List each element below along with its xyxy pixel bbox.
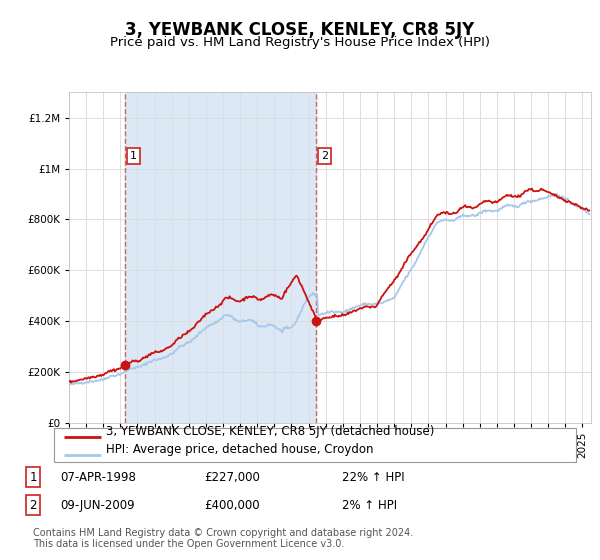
Text: 09-JUN-2009: 09-JUN-2009 bbox=[60, 498, 134, 512]
Text: 2: 2 bbox=[29, 498, 37, 512]
Text: £227,000: £227,000 bbox=[204, 470, 260, 484]
Text: 1: 1 bbox=[130, 151, 137, 161]
FancyBboxPatch shape bbox=[54, 428, 576, 462]
Text: Contains HM Land Registry data © Crown copyright and database right 2024.
This d: Contains HM Land Registry data © Crown c… bbox=[33, 528, 413, 549]
Text: HPI: Average price, detached house, Croydon: HPI: Average price, detached house, Croy… bbox=[106, 442, 374, 456]
Text: £400,000: £400,000 bbox=[204, 498, 260, 512]
Text: 22% ↑ HPI: 22% ↑ HPI bbox=[342, 470, 404, 484]
Text: 07-APR-1998: 07-APR-1998 bbox=[60, 470, 136, 484]
Text: 3, YEWBANK CLOSE, KENLEY, CR8 5JY (detached house): 3, YEWBANK CLOSE, KENLEY, CR8 5JY (detac… bbox=[106, 425, 434, 438]
Text: 2% ↑ HPI: 2% ↑ HPI bbox=[342, 498, 397, 512]
Text: 2: 2 bbox=[321, 151, 328, 161]
Bar bbox=[125, 92, 316, 423]
Text: 3, YEWBANK CLOSE, KENLEY, CR8 5JY: 3, YEWBANK CLOSE, KENLEY, CR8 5JY bbox=[125, 21, 475, 39]
Text: Price paid vs. HM Land Registry's House Price Index (HPI): Price paid vs. HM Land Registry's House … bbox=[110, 36, 490, 49]
Text: 1: 1 bbox=[29, 470, 37, 484]
